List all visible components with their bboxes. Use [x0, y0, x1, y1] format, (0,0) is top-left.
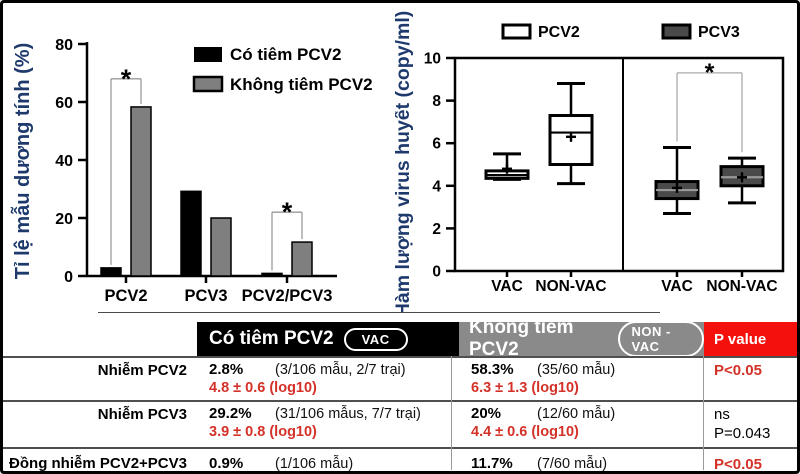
charts-divider-line — [98, 312, 660, 313]
header-vac-badge: VAC — [343, 327, 408, 351]
pvalue-text: P<0.05 — [714, 362, 762, 379]
vac-detail: (1/106 mẫu) — [275, 456, 354, 472]
svg-text:PCV2: PCV2 — [104, 287, 147, 305]
header-pvalue-label: P value — [714, 330, 767, 348]
svg-text:0: 0 — [432, 264, 441, 281]
significance-star: * — [282, 197, 293, 227]
nonvac-detail: (35/60 mẫu) — [537, 362, 616, 378]
column-separator-nonvac-pvalue — [703, 356, 704, 470]
table-row: Nhiễm PCV2 2.8% (3/106 mẫu, 2/7 trại) 4.8 ±… — [3, 356, 797, 400]
cell-nonvac: 11.7% (7/60 mẫu) — [459, 449, 704, 472]
bar-ylabel: Tỉ lệ mẫu dương tính (%) — [10, 43, 34, 279]
svg-text:40: 40 — [55, 153, 73, 170]
vac-percentage: 2.8% — [209, 361, 244, 378]
header-nonvac-label: Không tiêm PCV2 — [469, 317, 574, 360]
svg-text:PCV3: PCV3 — [698, 24, 740, 41]
table-row: Nhiễm PCV3 29.2% (31/106 mẫus, 7/7 trại) 3.… — [3, 400, 797, 447]
nonvac-viral-load: 6.3 ± 1.3 (log10) — [471, 380, 579, 396]
vac-viral-load: 3.9 ± 0.8 (log10) — [209, 424, 317, 440]
pvalue-text: P=0.043 — [714, 425, 771, 442]
svg-text:PCV3: PCV3 — [184, 287, 227, 305]
cell-vac: 0.9% (1/106 mẫu) — [197, 449, 459, 472]
box-plot-svg: Hàm lượng virus huyết (copy/ml) 0 2 4 6 8 10 PC… — [392, 11, 785, 317]
results-table: Nhiễm PCV2 2.8% (3/106 mẫu, 2/7 trại) 4.8 ±… — [3, 356, 797, 473]
pvalue-text: P<0.05 — [714, 456, 762, 473]
cell-nonvac: 20% (12/60 mẫu) 4.4 ± 0.6 (log10) — [459, 402, 704, 447]
header-vac-label: Có tiêm PCV2 — [209, 328, 334, 349]
cell-vac: 29.2% (31/106 mẫus, 7/7 trại) 3.9 ± 0.8 (l… — [197, 402, 459, 447]
cell-nonvac: 58.3% (35/60 mẫu) 6.3 ± 1.3 (log10) — [459, 358, 704, 400]
svg-text:PCV2/PCV3: PCV2/PCV3 — [242, 287, 333, 305]
table-header-vac: Có tiêm PCV2 VAC — [197, 322, 459, 356]
vac-detail: (31/106 mẫus, 7/7 trại) — [275, 406, 421, 422]
bar-nonvac-PCV2 — [130, 106, 152, 277]
bar-nonvac-PCV2/PCV3 — [291, 241, 313, 277]
significance-star: * — [705, 59, 715, 87]
svg-text:60: 60 — [55, 95, 73, 112]
cell-pvalue: P<0.05 — [704, 449, 797, 473]
bar-nonvac-PCV3 — [210, 217, 232, 277]
svg-text:PCV2: PCV2 — [538, 24, 580, 41]
svg-text:Có tiêm PCV2: Có tiêm PCV2 — [230, 45, 341, 64]
row-label: Nhiễm PCV3 — [97, 406, 187, 423]
header-nonvac-badge: NON -VAC — [617, 321, 704, 357]
nonvac-percentage: 11.7% — [471, 455, 513, 472]
nonvac-viral-load: 4.4 ± 0.6 (log10) — [471, 424, 579, 440]
pvalue-text: ns — [714, 406, 730, 423]
nonvac-detail: (12/60 mẫu) — [537, 406, 616, 422]
svg-text:NON-VAC: NON-VAC — [535, 278, 606, 295]
table-row: Đồng nhiễm PCV2+PCV3 0.9% (1/106 mẫu) 11.7%… — [3, 447, 797, 473]
bar-vac-PCV3 — [180, 190, 202, 277]
cell-pvalue: ns P=0.043 — [704, 402, 797, 447]
vac-percentage: 29.2% — [209, 405, 252, 422]
bar-vac-PCV2/PCV3 — [261, 272, 283, 277]
significance-star: * — [121, 64, 132, 94]
svg-text:4: 4 — [432, 178, 441, 195]
table-header-nonvac: Không tiêm PCV2 NON -VAC — [459, 317, 704, 360]
svg-text:VAC: VAC — [661, 278, 693, 295]
row-label: Nhiễm PCV2 — [97, 362, 187, 379]
nonvac-percentage: 20% — [471, 405, 502, 422]
svg-text:80: 80 — [55, 37, 73, 54]
nonvac-detail: (7/60 mẫu) — [537, 456, 608, 472]
svg-text:6: 6 — [432, 136, 441, 153]
cell-pvalue: P<0.05 — [704, 358, 797, 400]
column-separator-vac-nonvac — [451, 356, 452, 470]
vac-percentage: 0.9% — [209, 455, 244, 472]
vac-viral-load: 4.8 ± 0.6 (log10) — [209, 380, 317, 396]
bar-chart-svg: Tỉ lệ mẫu dương tính (%) 0 20 40 60 80 PCV2 PCV… — [10, 37, 373, 305]
row-label: Đồng nhiễm PCV2+PCV3 — [9, 455, 187, 472]
viral-load-box-plot: Hàm lượng virus huyết (copy/ml) 0 2 4 6 8 10 PC… — [392, 9, 797, 317]
svg-text:20: 20 — [55, 211, 73, 228]
svg-text:VAC: VAC — [491, 278, 523, 295]
svg-text:10: 10 — [424, 51, 441, 68]
svg-text:NON-VAC: NON-VAC — [706, 278, 777, 295]
svg-text:0: 0 — [64, 269, 73, 286]
table-header-pvalue: P value — [704, 322, 797, 356]
svg-text:2: 2 — [432, 221, 441, 238]
svg-text:Không tiêm PCV2: Không tiêm PCV2 — [230, 75, 373, 94]
cell-vac: 2.8% (3/106 mẫu, 2/7 trại) 4.8 ± 0.6 (log1… — [197, 358, 459, 400]
vac-detail: (3/106 mẫu, 2/7 trại) — [275, 362, 406, 378]
positivity-bar-chart: Tỉ lệ mẫu dương tính (%) 0 20 40 60 80 PCV2 PCV… — [7, 9, 395, 313]
box-ylabel: Hàm lượng virus huyết (copy/ml) — [395, 11, 414, 313]
bar-vac-PCV2 — [100, 267, 122, 277]
svg-text:8: 8 — [432, 93, 441, 110]
nonvac-percentage: 58.3% — [471, 361, 514, 378]
